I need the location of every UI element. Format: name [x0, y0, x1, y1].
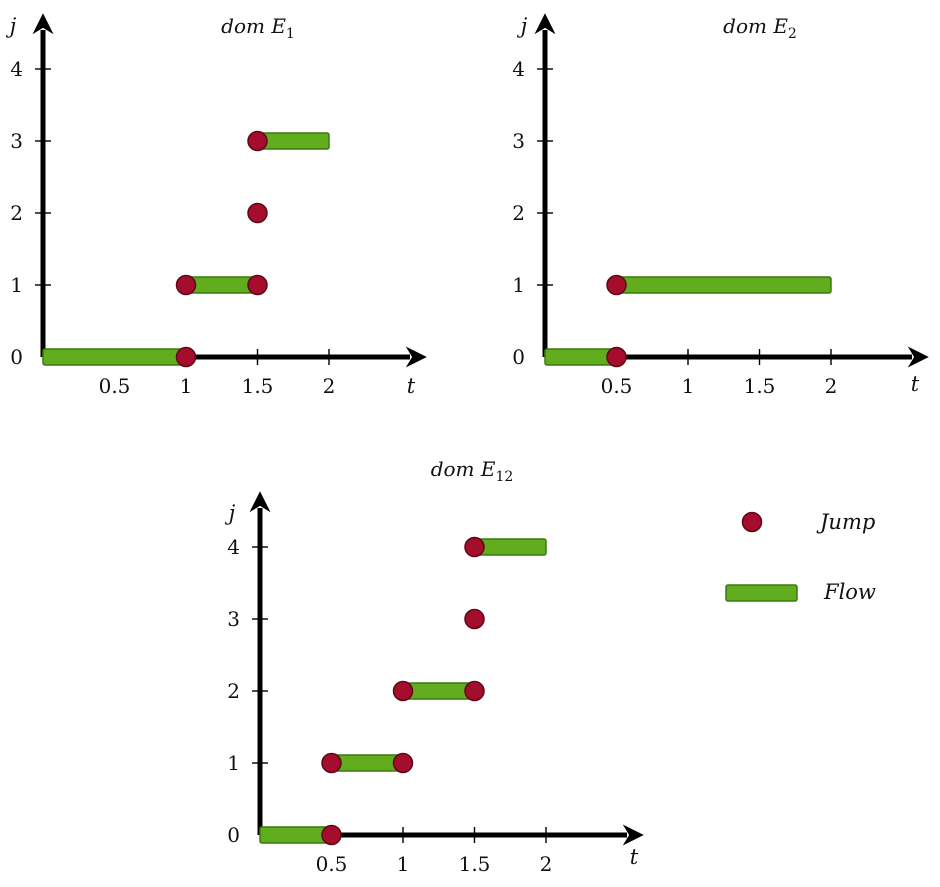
x-axis-label: t	[911, 372, 920, 396]
jump-point	[392, 680, 414, 702]
jump-point	[321, 752, 342, 774]
axes	[32, 13, 427, 368]
chart-panel-dom-e12: dom E12 j t 0.5 1 1.5 2 0 1 2 3 4	[225, 457, 644, 876]
legend-jump-marker	[741, 511, 763, 533]
y-tick-label: 3	[10, 129, 23, 153]
jump-point	[247, 202, 268, 224]
y-tick-label: 3	[227, 607, 240, 631]
ticks: 0.5 1 1.5 2 0 1 2 3 4	[227, 535, 552, 876]
x-axis-label: t	[630, 845, 639, 869]
legend-jump-label: Jump	[816, 510, 875, 534]
y-tick-label: 1	[227, 751, 240, 775]
flow-bar	[402, 682, 476, 700]
y-tick-label: 0	[227, 823, 240, 847]
x-tick-label: 0.5	[601, 374, 633, 398]
x-tick-label: 2	[540, 852, 553, 876]
x-tick-label: 1.5	[459, 852, 491, 876]
flow-bar	[330, 754, 404, 772]
flow-bar	[615, 276, 832, 294]
flow-bar	[473, 538, 547, 556]
y-tick-label: 4	[10, 57, 23, 81]
x-tick-label: 0.5	[99, 374, 131, 398]
axes	[249, 491, 644, 846]
jump-point	[247, 274, 268, 296]
jump-point	[175, 346, 197, 368]
flow-bar	[544, 348, 618, 366]
y-tick-label: 2	[512, 201, 525, 225]
y-tick-label: 1	[10, 273, 23, 297]
jump-point	[321, 824, 342, 846]
y-tick-label: 0	[512, 345, 525, 369]
jump-series	[175, 130, 268, 368]
ticks: 0.5 1 1.5 2 0 1 2 3 4	[10, 57, 335, 398]
y-tick-label: 0	[10, 345, 23, 369]
chart-title: dom E2	[723, 14, 797, 42]
x-tick-label: 1	[180, 374, 193, 398]
y-axis-label: j	[225, 501, 236, 525]
chart-title: dom E12	[431, 457, 514, 485]
x-tick-label: 1.5	[744, 374, 776, 398]
y-tick-label: 2	[10, 201, 23, 225]
jump-point	[247, 130, 268, 152]
x-tick-label: 2	[323, 374, 336, 398]
jump-point	[392, 752, 414, 774]
y-tick-label: 1	[512, 273, 525, 297]
flow-bar	[259, 826, 333, 844]
x-tick-label: 1.5	[242, 374, 274, 398]
jump-point	[606, 346, 627, 368]
jump-series	[321, 536, 485, 846]
legend-flow-label: Flow	[823, 580, 876, 604]
jump-point	[175, 274, 197, 296]
chart-panel-dom-e2: dom E2 j t 0.5 1 1.5 2 0 1 2 3 4	[512, 13, 929, 398]
legend-flow-marker	[725, 584, 798, 602]
jump-point	[464, 608, 485, 630]
jump-point	[464, 680, 485, 702]
y-axis-label: j	[6, 14, 17, 38]
x-tick-label: 2	[825, 374, 838, 398]
flow-bar	[42, 348, 187, 366]
chart-panel-dom-e1: dom E1 j t 0.5 1 1.5 2 0 1 2 3 4	[6, 13, 427, 398]
jump-point	[464, 536, 485, 558]
flow-bar	[256, 132, 330, 150]
y-axis-label: j	[517, 14, 528, 38]
chart-title: dom E1	[221, 14, 295, 42]
flow-series	[42, 132, 330, 366]
y-tick-label: 2	[227, 679, 240, 703]
jump-point	[606, 274, 627, 296]
x-axis-label: t	[407, 374, 416, 398]
flow-series	[544, 276, 832, 366]
x-tick-label: 1	[397, 852, 410, 876]
flow-bar	[185, 276, 259, 294]
y-tick-label: 4	[512, 57, 525, 81]
jump-series	[606, 274, 627, 368]
legend: Jump Flow	[725, 510, 876, 604]
x-tick-label: 0.5	[316, 852, 348, 876]
y-tick-label: 4	[227, 535, 240, 559]
x-tick-label: 1	[682, 374, 695, 398]
ticks: 0.5 1 1.5 2 0 1 2 3 4	[512, 57, 837, 398]
y-tick-label: 3	[512, 129, 525, 153]
axes	[534, 13, 929, 368]
